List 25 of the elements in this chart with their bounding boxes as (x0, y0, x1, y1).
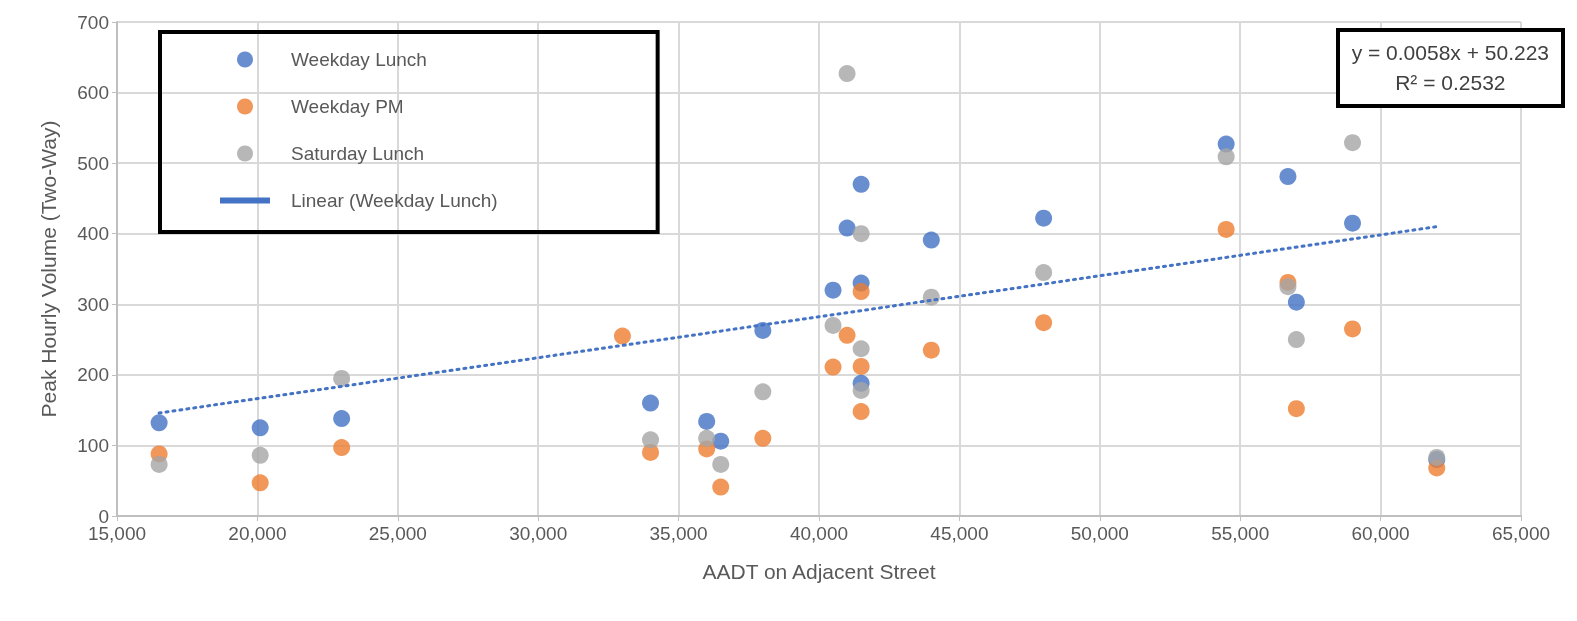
x-tick-label: 55,000 (1211, 523, 1270, 544)
y-tick-label: 300 (77, 293, 109, 315)
x-tick-label: 20,000 (228, 523, 287, 544)
x-tick-label: 25,000 (368, 523, 427, 544)
y-tick-label: 200 (77, 364, 109, 386)
legend-label: Weekday Lunch (291, 49, 427, 70)
legend-label: Linear (Weekday Lunch) (291, 190, 498, 211)
y-tick-label: 100 (77, 434, 109, 456)
annotation: R² = 0.2532 (1394, 70, 1507, 96)
x-tick-label: 45,000 (930, 523, 989, 544)
y-tick-label: 400 (77, 223, 109, 245)
x-axis-title: AADT on Adjacent Street (702, 560, 936, 583)
x-tick-label: 35,000 (649, 523, 708, 544)
legend-label: Saturday Lunch (291, 143, 425, 164)
x-tick-label: 65,000 (1491, 523, 1551, 544)
y-tick-label: 500 (77, 152, 109, 174)
x-tick-label: 30,000 (509, 523, 568, 544)
annotation: y = 0.0058x + 50.223 (1351, 40, 1549, 66)
y-tick-label: 600 (77, 82, 109, 104)
x-tick-label: 40,000 (789, 523, 849, 544)
legend-label: Weekday PM (291, 96, 404, 117)
x-tick-label: 50,000 (1070, 523, 1129, 544)
x-tick-label: 60,000 (1351, 523, 1410, 544)
y-axis-title: Peak Hourly Volume (Two-Way) (37, 120, 60, 418)
y-tick-label: 700 (77, 11, 109, 33)
